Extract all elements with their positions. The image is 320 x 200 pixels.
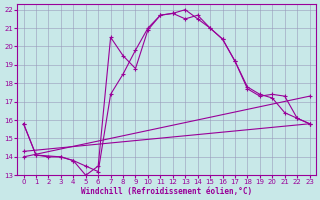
X-axis label: Windchill (Refroidissement éolien,°C): Windchill (Refroidissement éolien,°C) <box>81 187 252 196</box>
